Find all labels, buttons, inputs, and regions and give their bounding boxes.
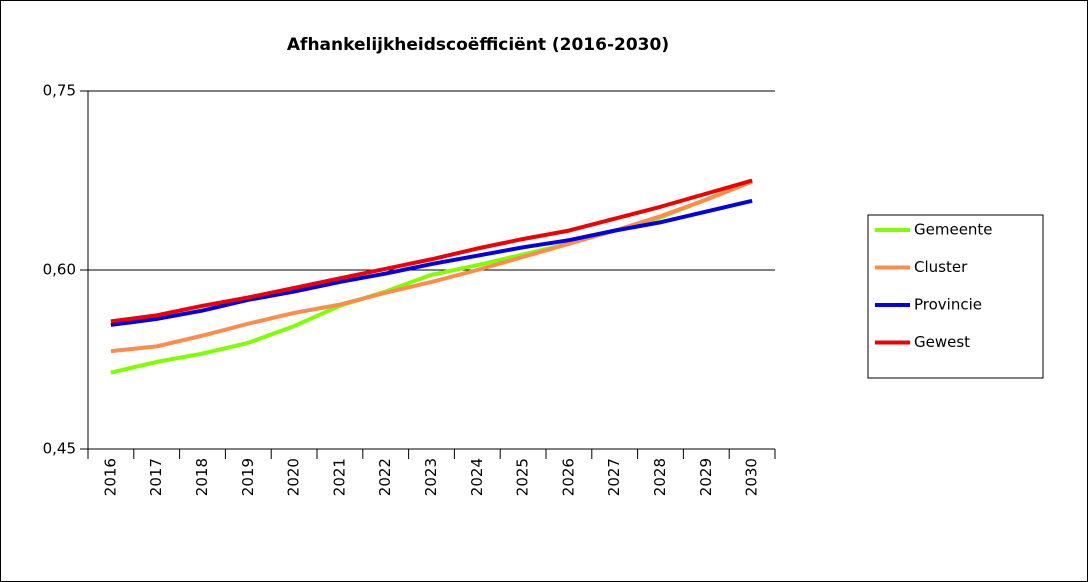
series-line [110, 178, 753, 324]
legend-label: Cluster [914, 258, 968, 276]
x-tick-label: 2026 [559, 458, 577, 496]
x-tick-label: 2018 [193, 458, 211, 496]
x-tick-label: 2024 [468, 458, 486, 496]
x-tick-label: 2023 [422, 458, 440, 496]
legend-box [867, 214, 1044, 379]
x-tick-label: 2020 [285, 458, 303, 496]
series-line [110, 198, 753, 327]
series-line [110, 179, 753, 354]
x-tick-label: 2022 [376, 458, 394, 496]
x-tick-label: 2017 [147, 458, 165, 496]
y-tick-label: 0,60 [43, 261, 76, 279]
x-tick-label: 2030 [743, 458, 761, 496]
y-tick-label: 0,45 [43, 440, 76, 458]
x-tick-label: 2019 [239, 458, 257, 496]
x-tick-label: 2016 [101, 458, 119, 496]
x-tick-label: 2021 [330, 458, 348, 496]
legend-label: Gemeente [914, 221, 993, 239]
x-tick-label: 2027 [605, 458, 623, 496]
x-tick-label: 2028 [651, 458, 669, 496]
legend-label: Provincie [914, 296, 982, 314]
legend-label: Gewest [914, 333, 970, 351]
x-tick-label: 2025 [514, 458, 532, 496]
x-tick-label: 2029 [697, 458, 715, 496]
y-tick-label: 0,75 [43, 82, 76, 100]
chart-title: Afhankelijkheidscoëfficiënt (2016-2030) [287, 35, 669, 55]
